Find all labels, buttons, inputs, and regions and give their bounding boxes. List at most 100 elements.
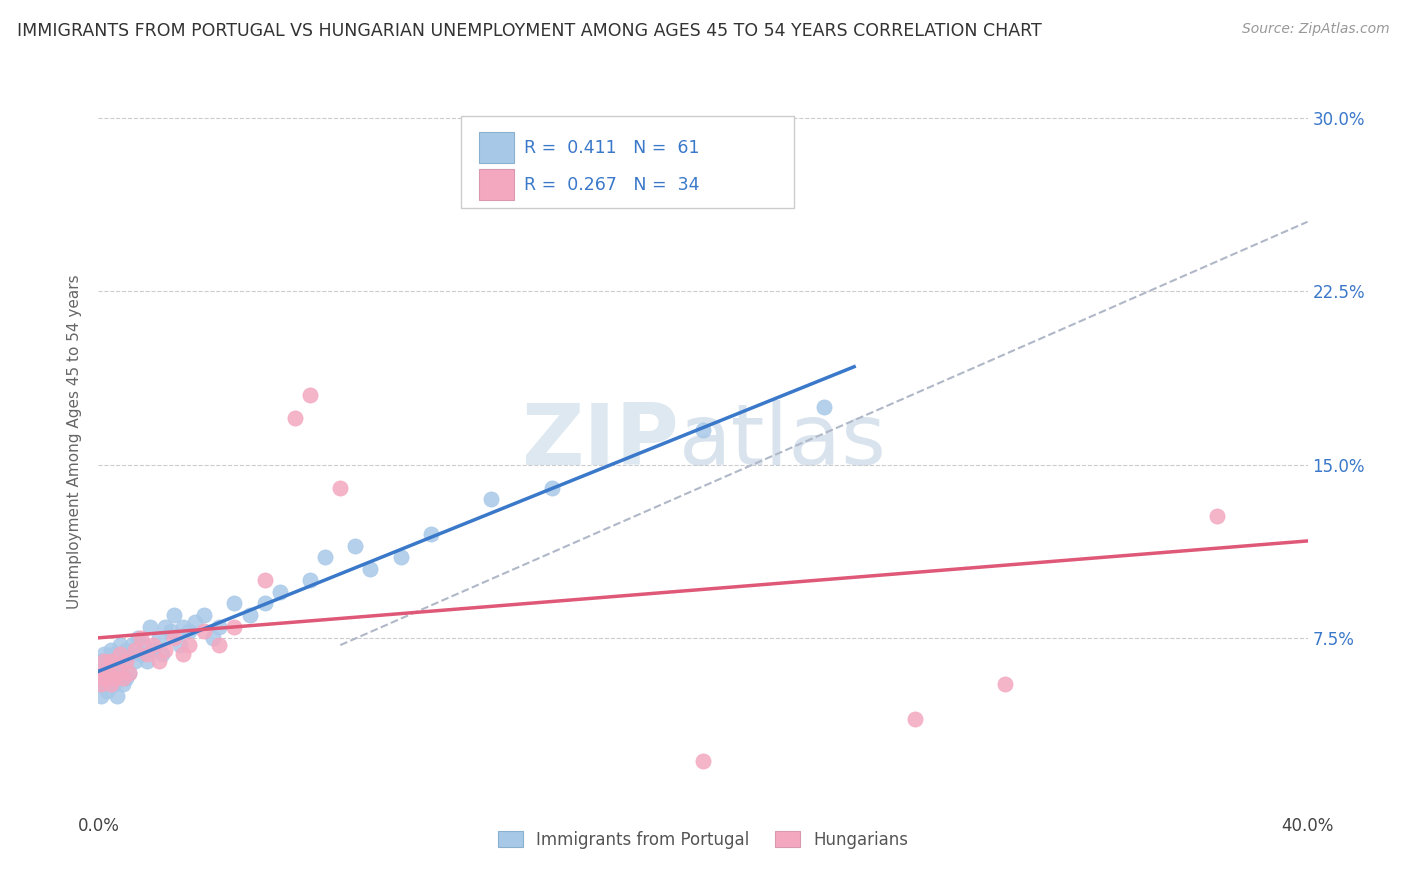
- Point: [90, 677, 112, 691]
- Point: [172, 648, 194, 662]
- Point: [142, 642, 165, 657]
- Point: [90, 665, 112, 680]
- Point: [540, 185, 562, 199]
- Point: [239, 608, 262, 623]
- Text: ZIP: ZIP: [522, 400, 679, 483]
- Point: [692, 754, 714, 768]
- Point: [135, 648, 157, 662]
- Point: [100, 642, 122, 657]
- Point: [124, 654, 146, 668]
- Point: [160, 624, 183, 639]
- Text: R =  0.411   N =  61: R = 0.411 N = 61: [524, 138, 700, 157]
- Point: [994, 677, 1017, 691]
- Point: [129, 648, 152, 662]
- Point: [153, 642, 176, 657]
- Point: [100, 654, 122, 668]
- Point: [96, 665, 118, 680]
- Point: [93, 671, 115, 685]
- FancyBboxPatch shape: [479, 132, 515, 163]
- Point: [208, 619, 231, 633]
- Point: [118, 665, 141, 680]
- Point: [114, 671, 136, 685]
- Point: [127, 631, 149, 645]
- Point: [284, 411, 307, 425]
- Point: [100, 665, 122, 680]
- Point: [813, 400, 835, 414]
- Text: R =  0.267   N =  34: R = 0.267 N = 34: [524, 176, 700, 194]
- Point: [114, 654, 136, 668]
- Point: [299, 388, 322, 402]
- Point: [314, 550, 336, 565]
- Point: [224, 597, 246, 611]
- Point: [103, 671, 125, 685]
- FancyBboxPatch shape: [479, 169, 515, 200]
- Point: [103, 648, 125, 662]
- Point: [118, 665, 141, 680]
- Point: [93, 654, 115, 668]
- Point: [111, 654, 134, 668]
- Point: [150, 648, 173, 662]
- Point: [1206, 508, 1229, 523]
- Point: [121, 638, 143, 652]
- Point: [96, 659, 118, 673]
- Text: IMMIGRANTS FROM PORTUGAL VS HUNGARIAN UNEMPLOYMENT AMONG AGES 45 TO 54 YEARS COR: IMMIGRANTS FROM PORTUGAL VS HUNGARIAN UN…: [17, 22, 1042, 40]
- Point: [90, 677, 112, 691]
- Point: [148, 631, 170, 645]
- Point: [100, 677, 122, 691]
- Point: [179, 624, 201, 639]
- FancyBboxPatch shape: [461, 116, 793, 209]
- Point: [224, 619, 246, 633]
- Point: [540, 481, 562, 495]
- Point: [111, 677, 134, 691]
- Text: Source: ZipAtlas.com: Source: ZipAtlas.com: [1241, 22, 1389, 37]
- Point: [163, 608, 186, 623]
- Point: [93, 671, 115, 685]
- Text: atlas: atlas: [679, 400, 887, 483]
- Point: [108, 638, 131, 652]
- Point: [100, 677, 122, 691]
- Point: [93, 648, 115, 662]
- Point: [105, 654, 128, 668]
- Point: [208, 638, 231, 652]
- Point: [193, 624, 215, 639]
- Point: [105, 671, 128, 685]
- Point: [344, 539, 367, 553]
- Point: [184, 615, 207, 629]
- Point: [148, 654, 170, 668]
- Point: [129, 631, 152, 645]
- Point: [103, 677, 125, 691]
- Point: [360, 562, 382, 576]
- Point: [904, 712, 927, 726]
- Y-axis label: Unemployment Among Ages 45 to 54 years: Unemployment Among Ages 45 to 54 years: [67, 274, 83, 609]
- Point: [163, 631, 186, 645]
- Point: [103, 661, 125, 675]
- Point: [193, 608, 215, 623]
- Point: [135, 654, 157, 668]
- Legend: Immigrants from Portugal, Hungarians: Immigrants from Portugal, Hungarians: [491, 824, 915, 855]
- Point: [118, 648, 141, 662]
- Point: [142, 638, 165, 652]
- Point: [153, 619, 176, 633]
- Point: [169, 638, 191, 652]
- Point: [179, 638, 201, 652]
- Point: [299, 574, 322, 588]
- Point: [420, 527, 443, 541]
- Point: [202, 631, 225, 645]
- Point: [269, 585, 291, 599]
- Point: [253, 574, 276, 588]
- Point: [90, 665, 112, 680]
- Point: [96, 684, 118, 698]
- Point: [111, 671, 134, 685]
- Point: [139, 619, 162, 633]
- Point: [692, 423, 714, 437]
- Point: [124, 642, 146, 657]
- Point: [329, 481, 352, 495]
- Point: [108, 665, 131, 680]
- Point: [105, 689, 128, 703]
- Point: [389, 550, 412, 565]
- Point: [172, 619, 194, 633]
- Point: [90, 654, 112, 668]
- Point: [90, 689, 112, 703]
- Point: [93, 661, 115, 675]
- Point: [96, 673, 118, 687]
